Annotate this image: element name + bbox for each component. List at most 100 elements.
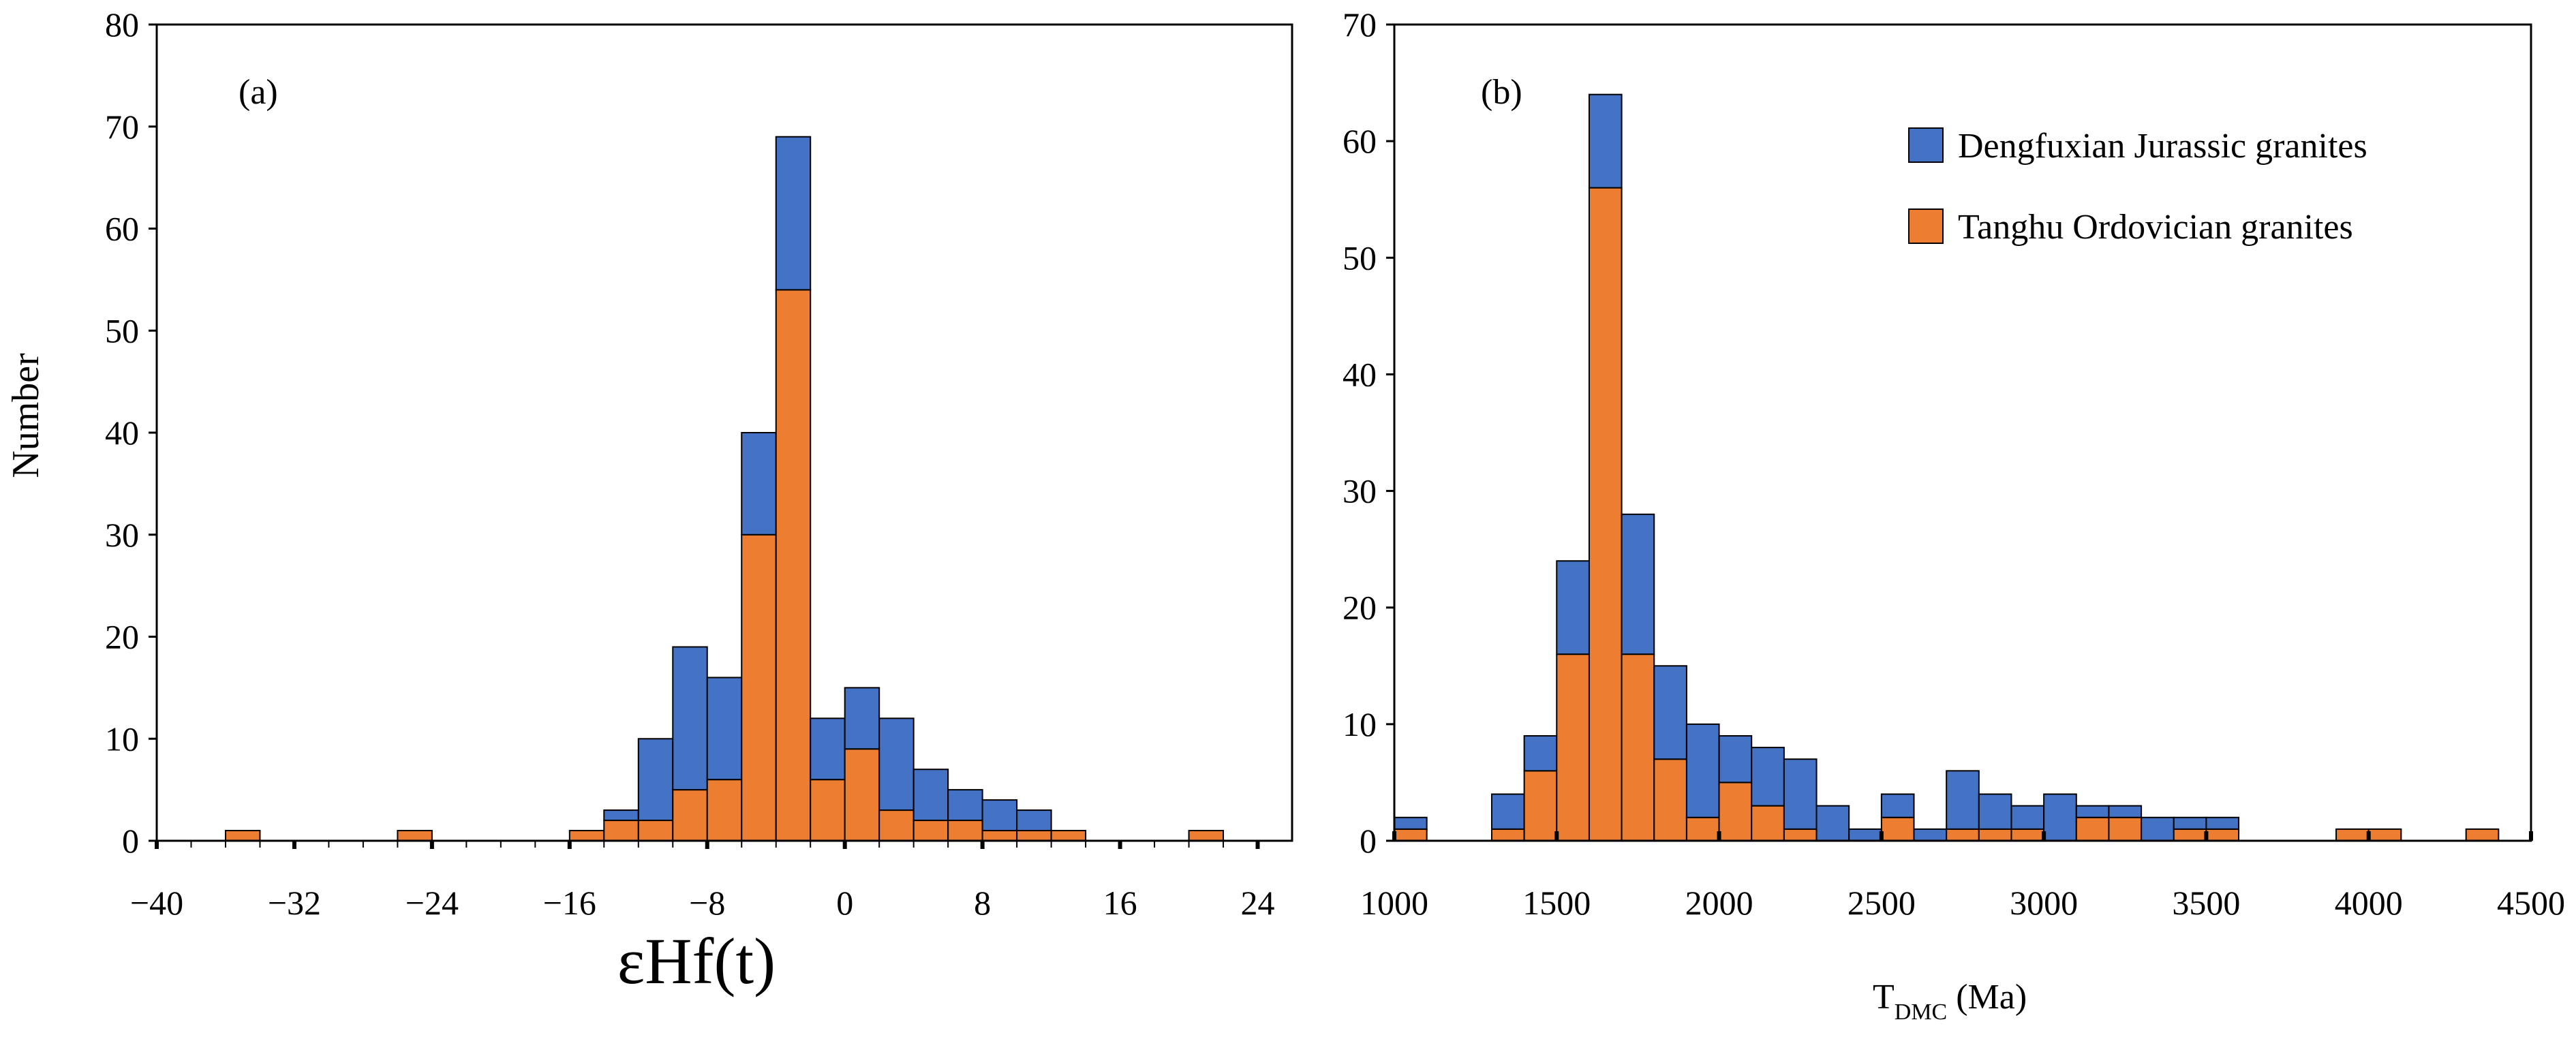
x-tick-label-b-2500: 2500 <box>1847 884 1916 922</box>
x-title-main: T <box>1873 978 1895 1017</box>
y-tick-label-b-60: 60 <box>1343 122 1377 160</box>
legend: Dengfuxian Jurassic granites Tanghu Ordo… <box>1908 127 2367 247</box>
bar-b-dengfuxian-3300 <box>2141 816 2175 842</box>
bar-b-tanghu-2100 <box>1751 805 1785 841</box>
y-tick-label-a-80: 80 <box>105 5 139 44</box>
bar-a-tanghu--12 <box>637 820 674 842</box>
bar-b-dengfuxian-2200 <box>1783 758 1818 830</box>
bar-a-tanghu--26 <box>397 830 433 842</box>
x-tick-label-a-8: 8 <box>974 884 991 922</box>
bar-b-dengfuxian-2300 <box>1815 805 1850 841</box>
bar-b-tanghu-4300 <box>2465 828 2500 842</box>
bar-b-tanghu-2900 <box>2010 828 2045 842</box>
x-tick-label-b-1000: 1000 <box>1360 884 1428 922</box>
bar-b-dengfuxian-1300 <box>1490 793 1525 830</box>
bar-a-tanghu-0 <box>844 748 880 841</box>
bar-a-tanghu--8 <box>706 779 743 842</box>
y-tick-label-a-60: 60 <box>105 210 139 248</box>
bar-b-dengfuxian-2800 <box>1978 793 2012 830</box>
bar-a-tanghu-12 <box>1050 830 1087 842</box>
bar-b-dengfuxian-3100 <box>2075 805 2110 818</box>
bar-a-dengfuxian--2 <box>810 717 846 781</box>
bar-a-tanghu--36 <box>224 830 261 842</box>
bar-b-dengfuxian-1500 <box>1556 560 1590 655</box>
bar-b-dengfuxian-3200 <box>2108 805 2143 818</box>
bar-a-dengfuxian-2 <box>878 717 915 811</box>
bar-b-tanghu-2000 <box>1718 781 1753 842</box>
panel-a-label: (a) <box>239 73 278 112</box>
bar-a-dengfuxian--10 <box>672 646 708 791</box>
bar-a-tanghu-8 <box>981 830 1018 842</box>
x-tick-label-a--32: −32 <box>268 884 321 922</box>
panel-a-x-axis-title: εHf(t) <box>617 925 776 997</box>
legend-label-tanghu: Tanghu Ordovician granites <box>1958 208 2353 247</box>
x-tick-label-a--24: −24 <box>405 884 459 922</box>
bar-b-tanghu-1900 <box>1685 816 1720 842</box>
bar-b-tanghu-3100 <box>2075 816 2110 842</box>
y-tick-label-a-30: 30 <box>105 516 139 554</box>
bar-a-dengfuxian--6 <box>741 432 777 536</box>
bar-a-tanghu-6 <box>947 820 983 842</box>
y-tick-label-a-50: 50 <box>105 311 139 350</box>
bar-a-tanghu--4 <box>775 289 812 842</box>
bar-b-dengfuxian-1700 <box>1621 513 1655 655</box>
bar-a-tanghu-10 <box>1016 830 1052 842</box>
bar-b-tanghu-3200 <box>2108 816 2143 842</box>
bar-a-tanghu--2 <box>810 779 846 842</box>
y-tick-label-b-50: 50 <box>1343 238 1377 277</box>
panel-b-frame <box>1393 23 2532 842</box>
bar-a-dengfuxian--12 <box>637 738 674 822</box>
y-tick-label-b-0: 0 <box>1360 822 1377 860</box>
y-tick-label-b-20: 20 <box>1343 589 1377 627</box>
legend-swatch-tanghu <box>1908 208 1944 244</box>
bar-b-dengfuxian-1600 <box>1588 93 1623 189</box>
bar-b-tanghu-1500 <box>1556 653 1590 842</box>
bar-b-dengfuxian-1900 <box>1685 723 1720 818</box>
y-tick-label-a-20: 20 <box>105 618 139 656</box>
panel-b-x-axis-title: TDMC (Ma) <box>1873 978 2027 1025</box>
bar-b-dengfuxian-2500 <box>1880 793 1915 818</box>
x-title-subscript: DMC <box>1895 1000 1947 1025</box>
x-tick-label-a--8: −8 <box>689 884 725 922</box>
bar-b-tanghu-3500 <box>2205 828 2240 842</box>
bar-a-dengfuxian-0 <box>844 687 880 750</box>
bar-a-tanghu-20 <box>1188 830 1225 842</box>
x-tick-label-a-16: 16 <box>1103 884 1137 922</box>
y-tick-label-b-10: 10 <box>1343 705 1377 743</box>
bar-a-dengfuxian-6 <box>947 789 983 822</box>
bar-b-tanghu-4000 <box>2367 828 2402 842</box>
bar-b-dengfuxian-2000 <box>1718 734 1753 784</box>
bar-a-dengfuxian--14 <box>603 809 639 822</box>
panel-b-ticks: 1000 1500 2000 2500 3000 3500 4000 4500 0 10 20 30 4… <box>1343 5 2565 922</box>
bar-b-tanghu-1000 <box>1394 828 1428 842</box>
bar-a-dengfuxian-4 <box>913 769 949 822</box>
bar-b-dengfuxian-2900 <box>2010 805 2045 830</box>
legend-label-dengfuxian: Dengfuxian Jurassic granites <box>1958 127 2367 166</box>
bar-a-tanghu-2 <box>878 809 915 841</box>
bar-a-tanghu-4 <box>913 820 949 842</box>
x-tick-label-a-24: 24 <box>1241 884 1275 922</box>
bar-b-tanghu-3900 <box>2335 828 2370 842</box>
bar-b-tanghu-1700 <box>1621 653 1655 842</box>
bar-b-tanghu-2800 <box>1978 828 2012 842</box>
bar-b-dengfuxian-2600 <box>1913 828 1948 842</box>
y-tick-label-b-30: 30 <box>1343 472 1377 510</box>
legend-swatch-dengfuxian <box>1908 127 1944 163</box>
bar-b-tanghu-2700 <box>1946 828 1980 842</box>
bar-b-dengfuxian-2700 <box>1946 770 1980 830</box>
y-tick-label-b-70: 70 <box>1343 5 1377 44</box>
y-tick-label-a-10: 10 <box>105 719 139 758</box>
bar-b-tanghu-3400 <box>2173 828 2207 842</box>
bar-a-tanghu--10 <box>672 789 708 841</box>
x-title-suffix: (Ma) <box>1947 978 2027 1017</box>
bar-b-tanghu-1300 <box>1490 828 1525 842</box>
bar-b-dengfuxian-2400 <box>1848 828 1882 842</box>
bar-b-dengfuxian-1400 <box>1523 734 1558 772</box>
bar-a-dengfuxian--8 <box>706 677 743 781</box>
bar-b-tanghu-2500 <box>1880 816 1915 842</box>
panel-a-ticks: −40 −32 −24 −16 −8 0 8 16 24 0 10 20 30 40 50 60 70 80 <box>105 5 1275 922</box>
bar-a-dengfuxian--4 <box>775 136 812 291</box>
